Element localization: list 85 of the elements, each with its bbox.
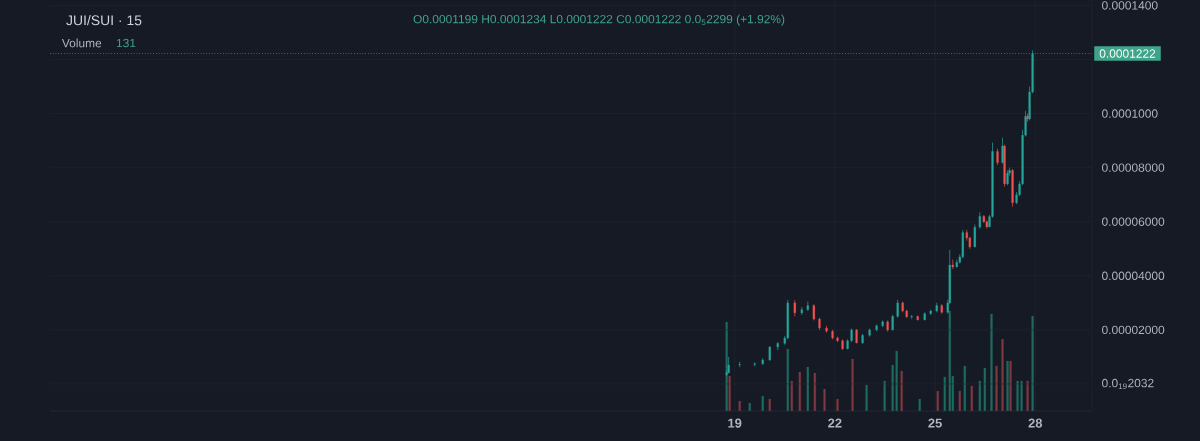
bar	[748, 402, 751, 412]
bar	[883, 380, 886, 412]
bar	[798, 371, 801, 412]
candlestick	[973, 224, 976, 248]
bar	[1016, 380, 1019, 412]
candlestick	[841, 338, 844, 351]
candlestick	[825, 325, 828, 333]
candlestick	[910, 314, 913, 320]
bar	[738, 400, 741, 412]
candlestick	[812, 303, 815, 321]
candlestick	[1006, 170, 1009, 186]
bar	[813, 372, 816, 412]
bar	[970, 385, 973, 412]
bar	[786, 348, 789, 412]
bar	[943, 376, 946, 412]
candlestick	[768, 345, 771, 362]
candlestick	[996, 148, 999, 166]
candlestick	[855, 328, 858, 344]
x-tick-label: 19	[728, 418, 742, 428]
candlestick	[753, 361, 756, 367]
bar	[936, 390, 939, 412]
bar	[1026, 380, 1029, 412]
candlestick	[861, 333, 864, 345]
bar	[823, 388, 826, 412]
candlestick	[806, 301, 809, 312]
ref-line-label: 0.0001222	[1099, 49, 1156, 58]
candlestick	[831, 329, 834, 340]
bar	[836, 398, 839, 412]
bar	[963, 365, 966, 412]
bar	[768, 398, 771, 412]
candlestick	[896, 299, 899, 319]
text: JUI/SUI · 15	[66, 15, 142, 26]
candlestick	[982, 214, 985, 224]
y-tick-label: 0.0001400	[1102, 1, 1158, 10]
candlestick	[776, 341, 779, 351]
bar	[995, 365, 998, 412]
annotation: 131	[116, 38, 136, 48]
y-tick-label: 0.00008000	[1102, 163, 1165, 172]
chart-title: Volume	[61, 38, 102, 48]
candlestick	[881, 320, 884, 328]
bar	[865, 384, 868, 412]
bar	[895, 350, 898, 412]
candlestick	[818, 317, 821, 331]
candlestick	[793, 299, 796, 317]
annotation: O0.0001199 H0.0001234 L0.0001222 C0.0001222 0.0$_{5}$2299 (+1.92%)	[413, 14, 785, 26]
bar	[761, 395, 764, 412]
x-tick-label: 25	[928, 418, 942, 428]
bar	[1001, 338, 1004, 412]
bar	[790, 380, 793, 412]
x-tick-label: 28	[1028, 418, 1043, 428]
candlestick	[951, 259, 954, 270]
bar	[983, 367, 986, 412]
bar	[1031, 315, 1034, 412]
candlestick	[935, 302, 938, 313]
candlestick	[916, 315, 919, 321]
bar	[978, 380, 981, 412]
candlestick	[978, 211, 981, 229]
candlestick	[868, 328, 871, 337]
y-tick-label: 0.0001000	[1102, 109, 1158, 118]
y-tick-label: 0.00002000	[1102, 325, 1165, 335]
y-tick-label: 0.0$_{19}$2032	[1102, 378, 1154, 390]
y-tick-label: 0.00006000	[1102, 217, 1165, 226]
candlestick	[727, 356, 730, 374]
candlestick	[875, 324, 878, 332]
candlestick	[886, 320, 889, 333]
bar	[1020, 380, 1023, 412]
candlestick	[738, 361, 741, 368]
candlestick	[923, 311, 926, 321]
bar	[725, 321, 728, 412]
bar	[806, 366, 809, 412]
bar	[900, 370, 903, 412]
bar	[851, 358, 854, 412]
candlestick	[1011, 168, 1014, 207]
candlestick	[891, 314, 894, 331]
x-tick-label: 22	[828, 418, 842, 428]
bar	[958, 390, 961, 412]
bar	[948, 310, 951, 412]
candlestick	[929, 309, 932, 316]
candlestick	[761, 357, 764, 366]
candlestick	[800, 306, 803, 316]
candlestick	[940, 303, 943, 315]
candlestick	[836, 336, 839, 343]
bar	[918, 398, 921, 412]
bar	[990, 313, 993, 412]
y-tick-label: 0.00004000	[1102, 271, 1165, 281]
